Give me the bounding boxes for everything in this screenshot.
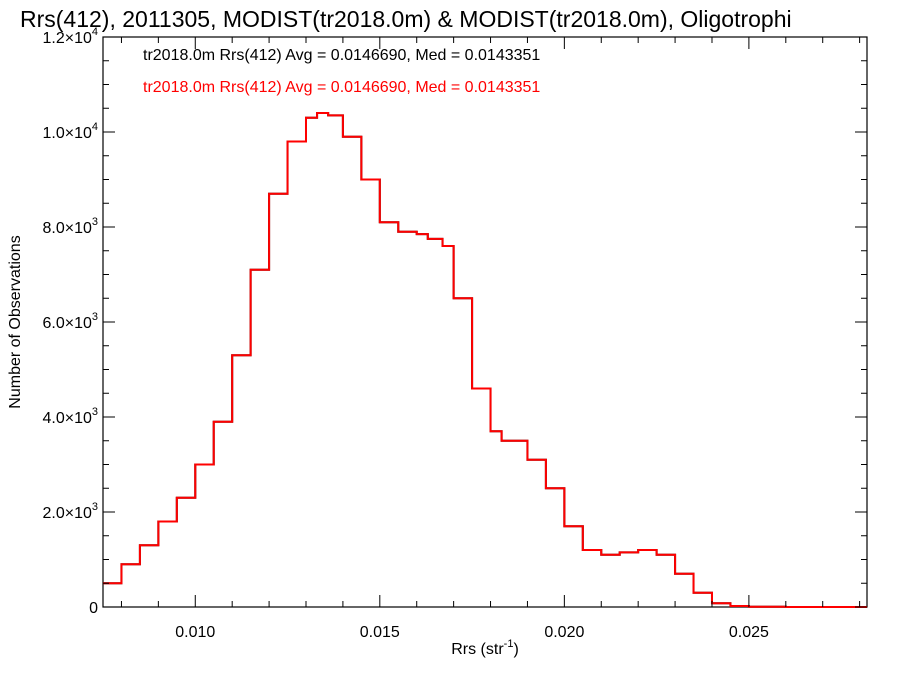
- y-tick-label: 2.0×103: [42, 501, 98, 522]
- x-tick-label: 0.015: [360, 624, 400, 641]
- y-tick-label: 8.0×103: [42, 216, 98, 237]
- y-tick-mantissa: 2.0×10: [42, 505, 91, 522]
- histogram-series-black: [103, 112, 867, 608]
- plot-frame: [102, 36, 868, 608]
- y-tick-mantissa: 6.0×10: [42, 315, 91, 332]
- y-tick-mantissa: 0: [89, 600, 98, 617]
- plot-area: [102, 36, 868, 608]
- x-axis-label-close: ): [513, 641, 518, 658]
- x-axis-label: Rrs (str-1): [451, 638, 519, 658]
- y-axis-label: Number of Observations: [7, 235, 24, 408]
- x-axis-label-exponent: -1: [504, 638, 514, 650]
- y-tick-mantissa: 8.0×10: [42, 220, 91, 237]
- y-tick-exponent: 4: [92, 26, 98, 38]
- y-tick-label: 1.2×104: [42, 26, 98, 47]
- histogram-series-red: [103, 112, 867, 608]
- y-tick-exponent: 3: [92, 501, 98, 513]
- y-tick-mantissa: 1.2×10: [42, 30, 91, 47]
- legend-entry-black: tr2018.0m Rrs(412) Avg = 0.0146690, Med …: [143, 47, 540, 64]
- y-tick-mantissa: 1.0×10: [42, 125, 91, 142]
- y-tick-exponent: 3: [92, 216, 98, 228]
- y-tick-exponent: 3: [92, 311, 98, 323]
- y-tick-label: 0: [89, 600, 98, 617]
- y-tick-exponent: 4: [92, 121, 98, 133]
- y-tick-label: 4.0×103: [42, 406, 98, 427]
- legend-entry-red: tr2018.0m Rrs(412) Avg = 0.0146690, Med …: [143, 79, 540, 96]
- x-axis: 0.010 0.015 0.020 0.025: [120, 37, 861, 641]
- x-tick-label: 0.010: [175, 624, 215, 641]
- y-tick-label: 6.0×103: [42, 311, 98, 332]
- y-tick-exponent: 3: [92, 406, 98, 418]
- legend: tr2018.0m Rrs(412) Avg = 0.0146690, Med …: [143, 47, 540, 96]
- y-axis: 02.0×1034.0×1036.0×1038.0×1031.0×1041.2×…: [42, 26, 867, 617]
- series-layer: [103, 112, 867, 608]
- y-tick-mantissa: 4.0×10: [42, 410, 91, 427]
- y-tick-label: 1.0×104: [42, 121, 98, 142]
- chart-title: Rrs(412), 2011305, MODIST(tr2018.0m) & M…: [20, 6, 792, 32]
- x-tick-label: 0.020: [544, 624, 584, 641]
- x-tick-label: 0.025: [729, 624, 769, 641]
